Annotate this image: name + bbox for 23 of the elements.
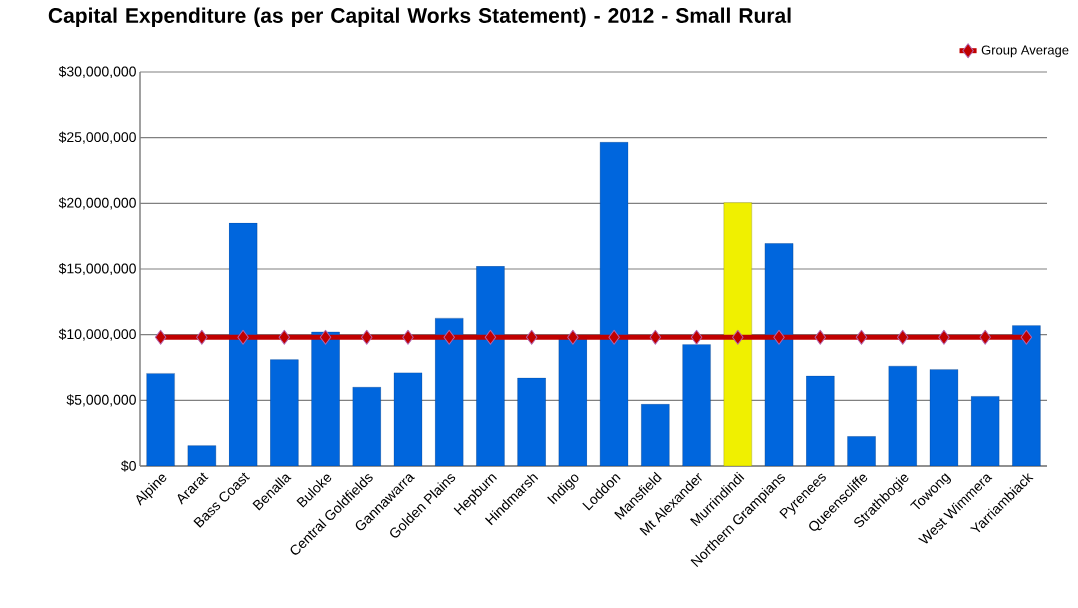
- bar: [228, 222, 258, 466]
- y-tick-label: $15,000,000: [58, 262, 136, 276]
- bar: [888, 365, 917, 466]
- bar: [476, 266, 505, 466]
- chart-title: Capital Expenditure (as per Capital Works Statement) - 2012 - Small Rural: [48, 7, 791, 28]
- bar: [847, 436, 876, 466]
- y-tick-label: $30,000,000: [58, 65, 136, 79]
- bar: [1012, 325, 1041, 466]
- bar: [311, 331, 340, 466]
- y-tick-label: $5,000,000: [66, 394, 136, 407]
- y-tick-label: $25,000,000: [58, 131, 136, 144]
- y-tick-label: $20,000,000: [58, 197, 136, 210]
- bar: [270, 359, 299, 466]
- bar: [970, 396, 1000, 466]
- bar: [558, 338, 588, 466]
- bar: [806, 375, 835, 466]
- bar: [352, 387, 381, 466]
- bar: [393, 372, 423, 466]
- y-tick-label: $10,000,000: [58, 328, 136, 341]
- y-tick-label: $0: [121, 460, 136, 472]
- bar: [517, 377, 546, 466]
- bar: [599, 142, 629, 466]
- legend-label: Group Average: [981, 45, 1069, 58]
